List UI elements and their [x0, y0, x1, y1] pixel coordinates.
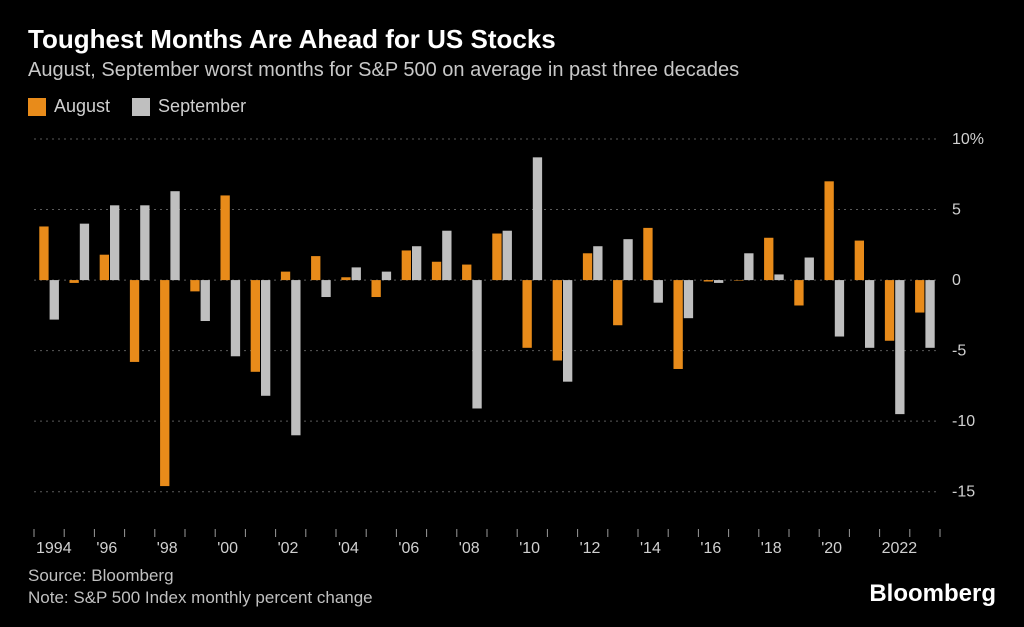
bar-august [39, 226, 48, 280]
footer-note: Note: S&P 500 Index monthly percent chan… [28, 587, 373, 609]
bar-august [613, 280, 622, 325]
bar-august [704, 280, 713, 281]
bar-august [583, 253, 592, 280]
y-axis-label: 0 [952, 272, 961, 289]
bar-august [885, 280, 894, 341]
bar-september [744, 253, 753, 280]
x-axis-label: '18 [761, 540, 782, 557]
x-axis-label: '16 [700, 540, 721, 557]
bar-august [69, 280, 78, 283]
bar-september [714, 280, 723, 283]
bar-august [824, 181, 833, 280]
bar-september [654, 280, 663, 303]
y-axis-label: -15 [952, 484, 975, 501]
x-axis-label: '96 [96, 540, 117, 557]
bar-september [593, 246, 602, 280]
y-axis-label: 5 [952, 202, 961, 219]
bar-september [925, 280, 934, 348]
y-axis-label: -10 [952, 413, 975, 430]
x-axis-label: '08 [459, 540, 480, 557]
bar-september [895, 280, 904, 414]
bar-august [915, 280, 924, 312]
x-axis-label: 2022 [882, 540, 918, 557]
bar-september [110, 205, 119, 280]
footer-left: Source: Bloomberg Note: S&P 500 Index mo… [28, 565, 373, 609]
legend: August September [28, 96, 996, 117]
legend-item-august: August [28, 96, 110, 117]
x-axis-label: '20 [821, 540, 842, 557]
bar-september [201, 280, 210, 321]
chart-subtitle: August, September worst months for S&P 5… [28, 59, 996, 82]
bar-august [492, 234, 501, 281]
bar-september [382, 272, 391, 280]
bar-august [734, 280, 743, 281]
legend-swatch-september [132, 98, 150, 116]
x-axis-label: '02 [278, 540, 299, 557]
bar-august [522, 280, 531, 348]
footer-brand: Bloomberg [869, 578, 996, 609]
x-axis-label: '98 [157, 540, 178, 557]
bar-august [402, 250, 411, 280]
bar-september [140, 205, 149, 280]
bar-september [352, 267, 361, 280]
bar-september [563, 280, 572, 382]
x-axis-label: '14 [640, 540, 661, 557]
bar-september [50, 280, 59, 320]
bar-september [533, 157, 542, 280]
x-axis-label: '06 [398, 540, 419, 557]
bar-september [261, 280, 270, 396]
bar-august [643, 228, 652, 280]
bar-september [805, 258, 814, 281]
legend-label-august: August [54, 96, 110, 117]
bar-september [835, 280, 844, 336]
bar-august [190, 280, 199, 291]
y-axis-label: 10% [952, 133, 984, 148]
legend-swatch-august [28, 98, 46, 116]
footer-source: Source: Bloomberg [28, 565, 373, 587]
chart-container: Toughest Months Are Ahead for US Stocks … [0, 0, 1024, 627]
bar-september [412, 246, 421, 280]
bar-september [684, 280, 693, 318]
bar-august [341, 277, 350, 280]
bar-september [472, 280, 481, 408]
bar-august [855, 241, 864, 281]
bar-august [432, 262, 441, 280]
bar-september [321, 280, 330, 297]
x-axis-label: '10 [519, 540, 540, 557]
bar-august [311, 256, 320, 280]
bar-august [462, 265, 471, 281]
legend-label-september: September [158, 96, 246, 117]
bar-august [794, 280, 803, 305]
bar-august [281, 272, 290, 280]
bar-september [170, 191, 179, 280]
x-axis-label: '00 [217, 540, 238, 557]
y-axis-label: -5 [952, 343, 966, 360]
bar-august [100, 255, 109, 280]
bar-september [503, 231, 512, 280]
bar-august [553, 280, 562, 360]
bar-september [865, 280, 874, 348]
chart-area: 10% 5 0 -5 -10 -15 1994 '96 '98 '00 '02 '04 '06 '08 '1… [28, 133, 996, 557]
bar-august [251, 280, 260, 372]
bar-september [442, 231, 451, 280]
bar-september [291, 280, 300, 435]
bar-august [673, 280, 682, 369]
bar-august [220, 195, 229, 280]
x-axis-label: '04 [338, 540, 359, 557]
bar-august [130, 280, 139, 362]
x-axis-label: 1994 [36, 540, 72, 557]
legend-item-september: September [132, 96, 246, 117]
x-axis-label: '12 [580, 540, 601, 557]
bar-chart-svg: 10% 5 0 -5 -10 -15 1994 '96 '98 '00 '02 '04 '06 '08 '1… [28, 133, 996, 557]
bar-september [231, 280, 240, 356]
bar-august [764, 238, 773, 280]
bar-august [371, 280, 380, 297]
chart-footer: Source: Bloomberg Note: S&P 500 Index mo… [28, 565, 996, 609]
bar-september [774, 274, 783, 280]
chart-title: Toughest Months Are Ahead for US Stocks [28, 24, 996, 55]
bar-september [623, 239, 632, 280]
bar-september [80, 224, 89, 280]
bar-august [160, 280, 169, 486]
